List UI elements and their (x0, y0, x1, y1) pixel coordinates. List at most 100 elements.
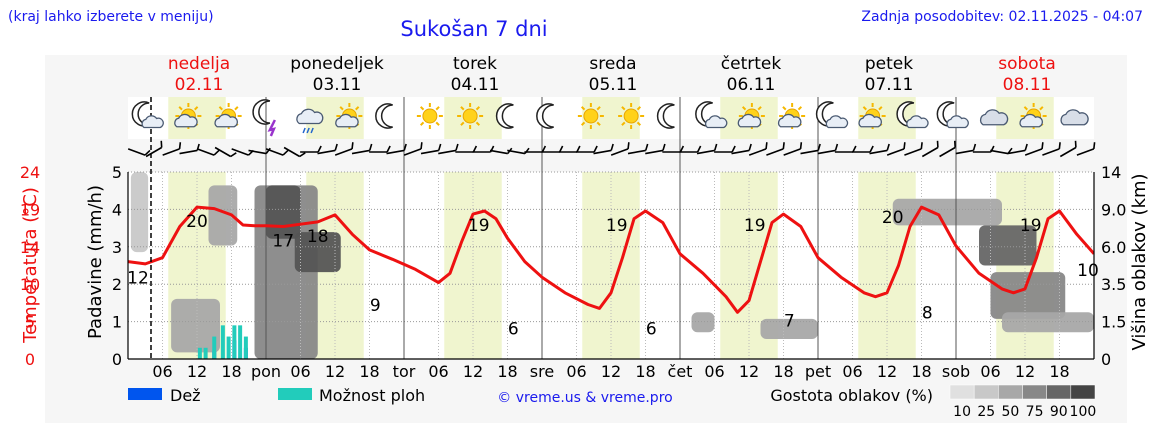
wind-barb (127, 148, 151, 156)
wind-barb (748, 142, 768, 156)
wind-feather (144, 149, 151, 156)
wind-feather (782, 142, 785, 150)
wind-barb (904, 142, 923, 156)
wind-barb (214, 146, 237, 158)
wind-shaft (1042, 148, 1060, 156)
wind-barb (558, 145, 581, 153)
sun-ray (757, 106, 762, 111)
cloud-height-tick: 1.5 (1101, 313, 1126, 332)
x-tick-day: sob (942, 362, 970, 381)
sun-disc (422, 108, 438, 124)
wind-shaft (334, 148, 353, 156)
sun-ray (234, 106, 239, 111)
rain-drop (302, 127, 306, 134)
cloud-area (171, 298, 220, 353)
moon-cloud-icon (815, 101, 849, 129)
wind-barb (455, 145, 478, 153)
moon-storm-icon (252, 99, 277, 137)
wind-feather (610, 143, 614, 151)
wind-shaft (179, 149, 198, 155)
wind-shaft (610, 148, 629, 156)
wind-barb (145, 140, 163, 158)
sun-disc (462, 108, 478, 124)
wind-feather (317, 145, 322, 153)
hint-text[interactable]: (kraj lahko izberete v meniju) (8, 9, 214, 25)
wind-barb (955, 143, 977, 155)
day-date: 06.11 (727, 75, 776, 95)
wind-feather (662, 143, 666, 151)
cloud-density-swatch (998, 384, 1023, 400)
moon-shape (252, 99, 271, 125)
moon-shape (656, 103, 675, 129)
wind-shaft (489, 149, 508, 155)
temperature-label: 18 (307, 227, 329, 247)
wind-feather (713, 143, 718, 151)
sun-ray (460, 106, 465, 111)
precipitation-tick: 5 (112, 163, 122, 182)
wind-feather (230, 152, 237, 158)
wind-feather (368, 143, 373, 151)
wind-feather (765, 142, 768, 150)
temperature-label: 7 (784, 311, 795, 331)
rain-drop (310, 127, 314, 134)
x-tick-hour: 06 (152, 362, 172, 381)
wind-feather (834, 143, 839, 151)
precipitation-tick: 1 (112, 313, 122, 332)
wind-barb (541, 145, 564, 153)
day-date: 08.11 (1003, 75, 1052, 95)
sun-ray (435, 106, 440, 111)
cloud-area (208, 185, 238, 246)
day-date: 05.11 (589, 75, 638, 95)
wind-barb (834, 145, 857, 153)
wind-shaft (351, 149, 370, 155)
cloud-height-tick: 9.0 (1101, 200, 1126, 219)
sun-disc (623, 108, 639, 124)
sun-cloud-icon (858, 103, 886, 129)
wind-barb (351, 143, 373, 155)
wind-barb (283, 146, 306, 158)
cloud-density-swatch (1070, 384, 1096, 400)
page-title: Sukošan 7 dni (400, 17, 547, 41)
x-tick-hour: 06 (428, 362, 448, 381)
sun-ray (419, 106, 425, 111)
cloud-density-level: 75 (1026, 404, 1044, 420)
shower-bar (212, 336, 217, 359)
cloud-density-level: 100 (1070, 404, 1097, 420)
wind-barb (714, 145, 736, 153)
wind-feather (265, 147, 271, 155)
temperature-label: 6 (508, 319, 519, 339)
wind-feather (593, 145, 598, 153)
x-tick-day: pon (251, 362, 281, 381)
cloud-shape (858, 113, 882, 128)
cloud-icon (1060, 109, 1089, 126)
wind-feather (799, 142, 803, 150)
cloud-density-swatch (949, 384, 975, 400)
x-tick-hour: 06 (704, 362, 724, 381)
legend-rain-swatch (128, 388, 162, 400)
sun-ray (475, 106, 481, 111)
wind-feather (420, 142, 423, 150)
x-tick-hour: 18 (1049, 362, 1069, 381)
day-name: torek (453, 54, 497, 74)
temperature-label: 19 (744, 216, 766, 236)
temperature-label: 19 (606, 216, 628, 236)
wind-feather (351, 142, 354, 150)
x-tick-hour: 12 (325, 362, 345, 381)
wind-barb (524, 145, 547, 153)
copyright-link[interactable]: © vreme.us & vreme.pro (497, 390, 672, 406)
wind-shaft (403, 148, 422, 156)
wind-barb (317, 143, 338, 155)
last-update: Zadnja posodobitev: 02.11.2025 - 04:07 (861, 9, 1143, 25)
wind-shaft (127, 148, 146, 156)
wind-shaft (766, 148, 784, 156)
x-tick-hour: 12 (187, 362, 207, 381)
wind-barb (645, 143, 666, 155)
lightning-shape (267, 119, 277, 137)
wind-barb (196, 148, 220, 156)
daylight-band-icons (168, 97, 226, 139)
wind-shaft (317, 149, 336, 155)
precipitation-tick: 0 (112, 350, 122, 369)
x-tick-day: sre (530, 362, 554, 381)
wind-barb (300, 145, 322, 153)
wind-barb (593, 143, 614, 155)
